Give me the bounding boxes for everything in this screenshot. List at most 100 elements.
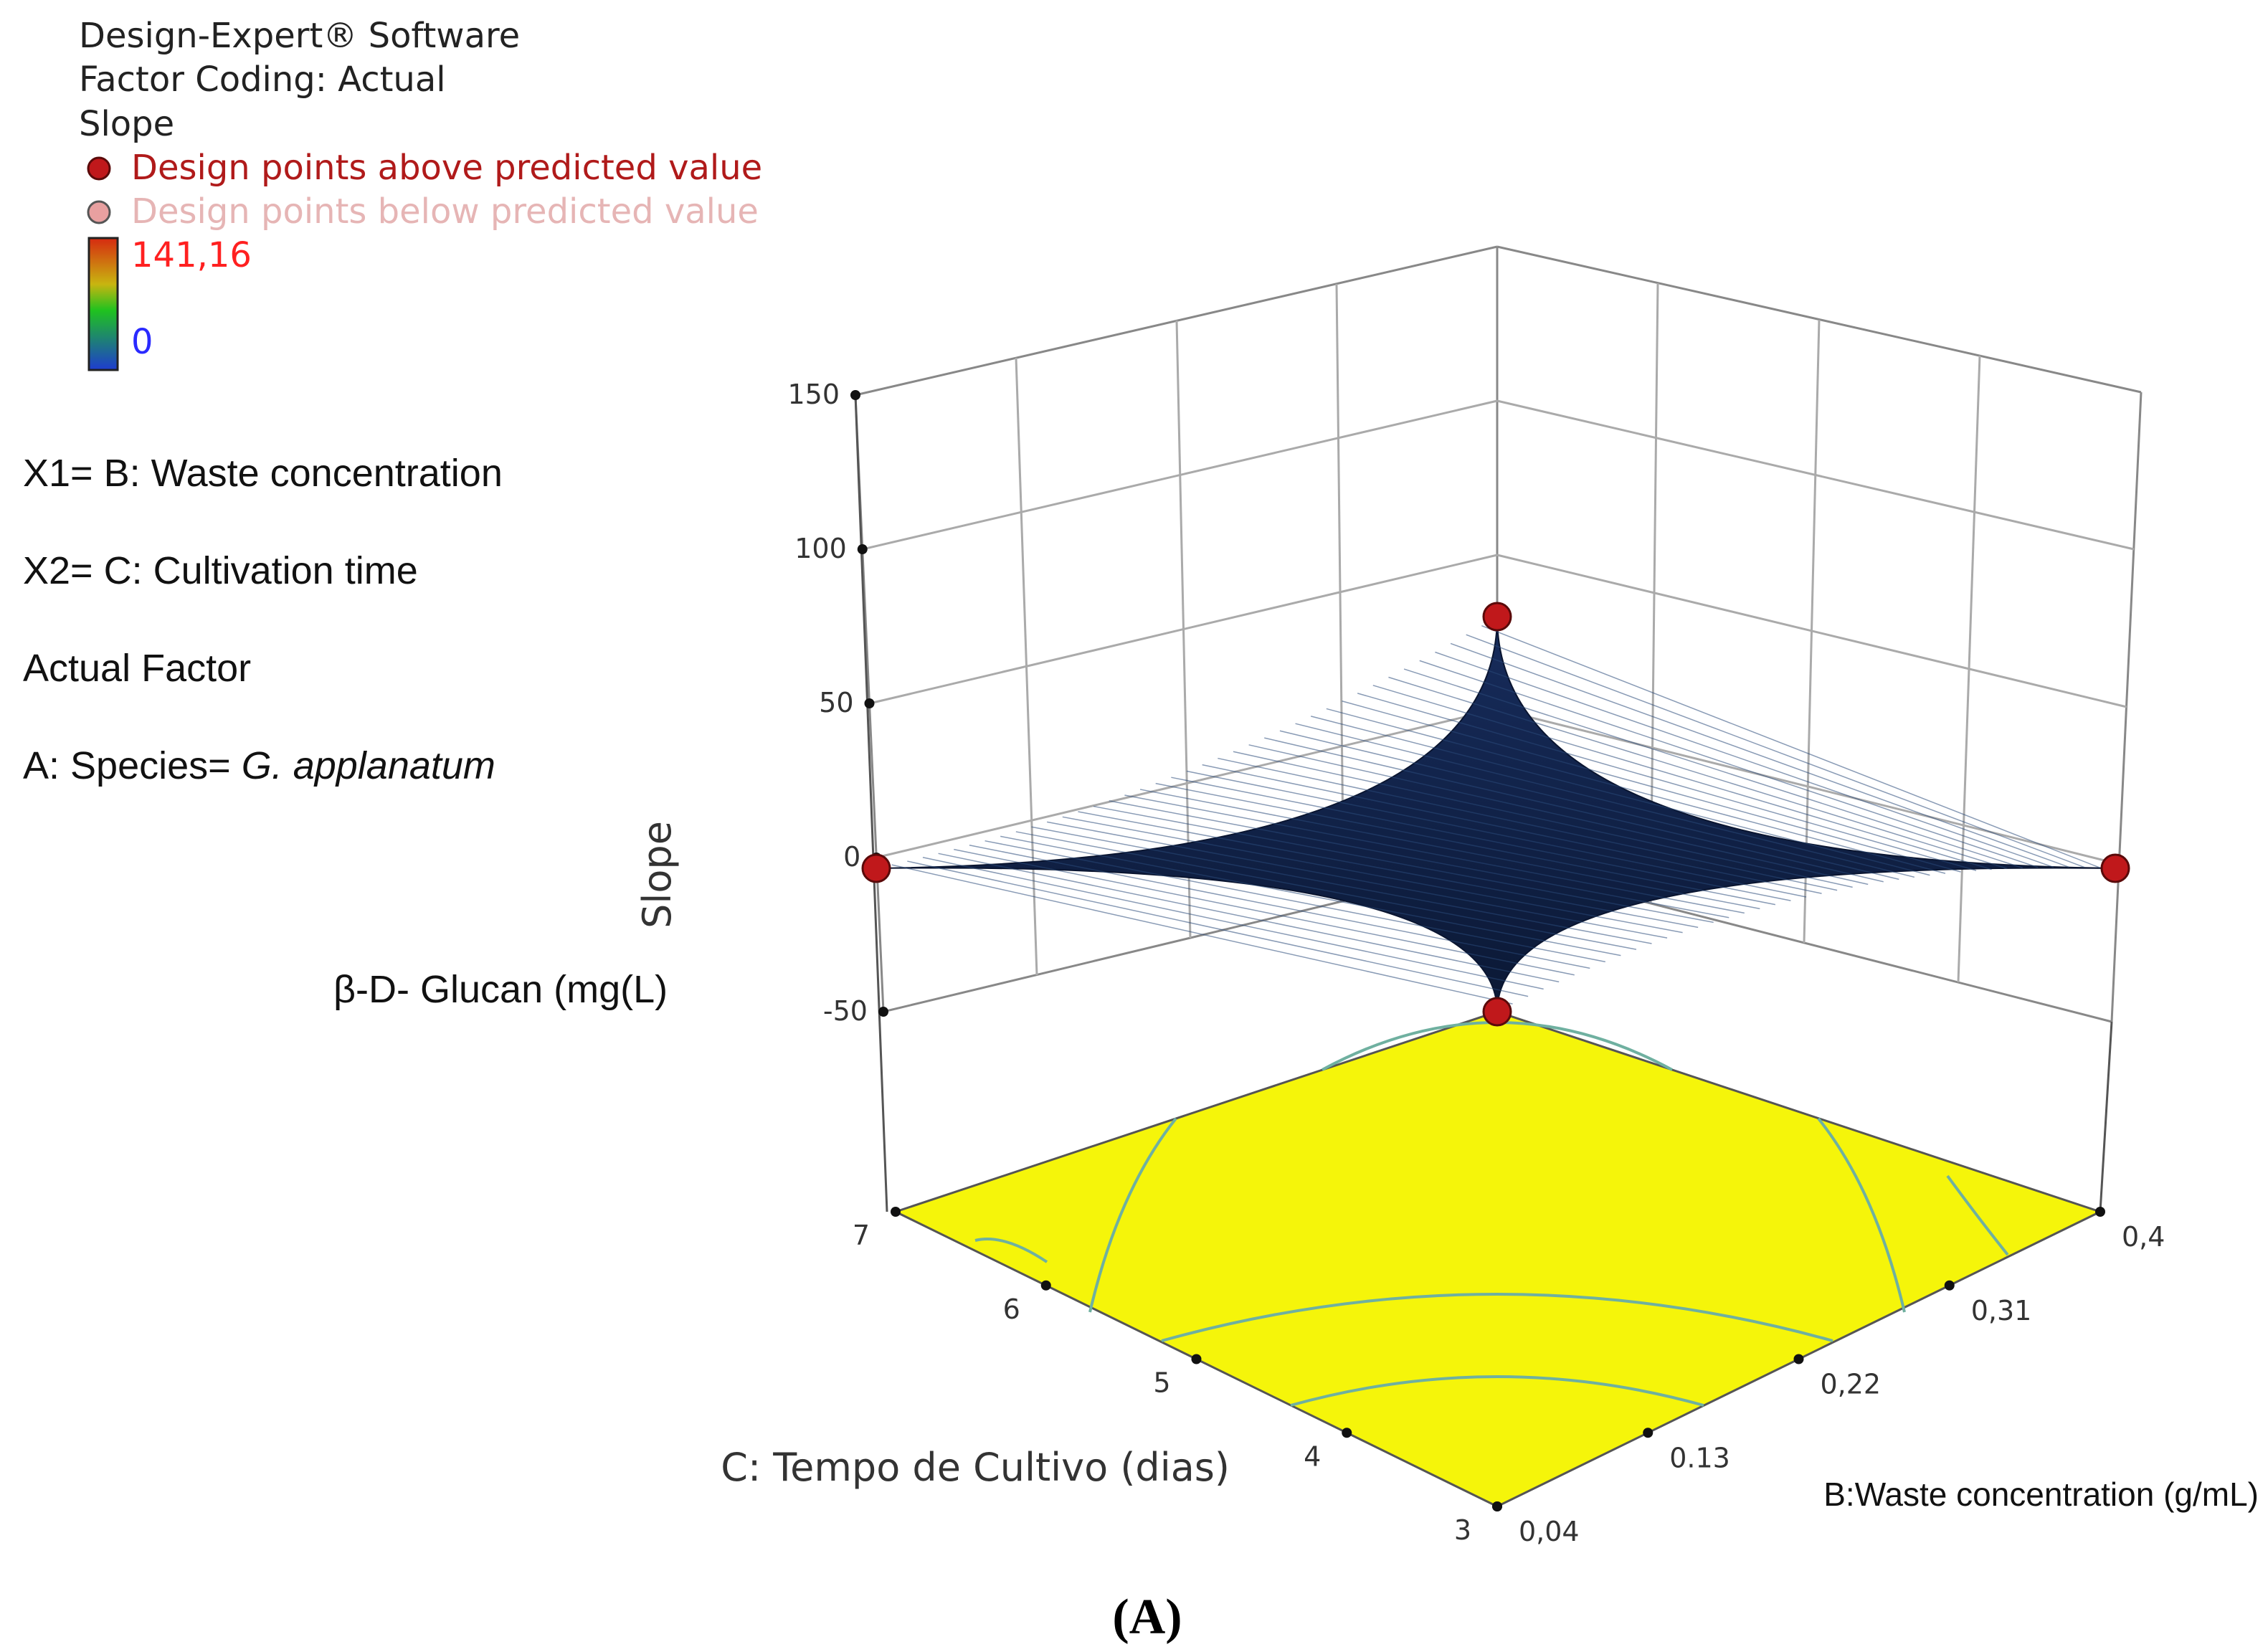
grid-line xyxy=(1015,357,1038,976)
contour-floor xyxy=(893,1010,2103,1508)
above-points-label: Design points above predicted value xyxy=(131,148,762,188)
b-tick-mark xyxy=(1944,1280,1955,1291)
surface-mesh-line xyxy=(1388,676,2008,870)
surface-mesh-line xyxy=(1186,770,1807,898)
scale-max-label: 141,16 xyxy=(131,235,252,275)
c-tick-mark xyxy=(1040,1280,1051,1291)
design-points xyxy=(861,602,2130,1027)
z-axis: 150 100 50 0 -50 Slope xyxy=(635,379,2113,1212)
z-tick-mark xyxy=(864,698,875,708)
z-tick-mark xyxy=(850,390,860,400)
below-points-label: Design points below predicted value xyxy=(131,191,759,232)
surface-mesh-line xyxy=(1171,777,1791,901)
floor-axes: 3 4 5 6 7 0,04 0.13 0,22 0,31 0,4 xyxy=(853,1207,2165,1547)
z-tick-mark xyxy=(857,544,868,554)
scale-min-label: 0 xyxy=(131,322,153,362)
surface-mesh-line xyxy=(1248,744,1869,886)
contour-line xyxy=(1817,1117,1906,1313)
c-tick-label: 4 xyxy=(1304,1440,1321,1472)
surface-mesh-line xyxy=(1326,708,1946,874)
c-tick-mark xyxy=(1342,1428,1352,1438)
below-point-icon xyxy=(87,200,111,224)
surface-mesh-line xyxy=(891,864,1513,1005)
z-axis-right-line xyxy=(2099,1021,2113,1212)
b-tick-label: 0.13 xyxy=(1669,1442,1730,1473)
factor-info: X1= B: Waste concentration X2= C: Cultiv… xyxy=(23,452,668,1011)
surface-mesh-line xyxy=(1109,800,1730,918)
surface-mesh-line xyxy=(1233,751,1853,888)
response-label: Slope xyxy=(79,104,174,144)
surface-mesh-line xyxy=(1419,660,2039,868)
species-name: G. applanatum xyxy=(242,744,495,787)
design-point xyxy=(1482,997,1512,1027)
surface-mesh-line xyxy=(1218,757,1838,891)
surface-mesh-line xyxy=(1155,782,1776,906)
surface-mesh-line xyxy=(1015,831,1637,950)
contour-line xyxy=(1088,1117,1177,1313)
x-axis-title: B:Waste concentration (g/mL) xyxy=(1823,1476,2259,1513)
grid-line xyxy=(1175,320,1192,939)
surface-mesh-line xyxy=(1202,764,1822,894)
contour-line xyxy=(1946,1174,2009,1256)
c-tick-mark xyxy=(891,1207,901,1217)
z-tick-label: 100 xyxy=(794,533,847,564)
response-surface xyxy=(876,616,2116,1012)
surface-mesh-line xyxy=(1031,826,1652,944)
surface-mesh xyxy=(876,616,2116,1012)
contour-line xyxy=(1161,1293,1833,1342)
above-point-icon xyxy=(87,156,111,181)
surface-mesh-line xyxy=(1450,642,2069,868)
species-prefix: A: Species= xyxy=(23,744,242,787)
legend: Design-Expert® Software Factor Coding: A… xyxy=(79,16,762,371)
z-tick-label: 50 xyxy=(819,687,853,718)
surface-mesh-line xyxy=(954,848,1575,976)
c-tick-mark xyxy=(1191,1354,1202,1364)
surface-mesh-line xyxy=(1264,737,1884,883)
surface-mesh-line xyxy=(1124,794,1745,914)
surface-mesh-line xyxy=(1311,716,1930,876)
surface-mesh-line xyxy=(1279,730,1899,880)
design-point xyxy=(1482,602,1512,632)
surface-mesh-line xyxy=(1139,789,1760,910)
z-axis-title: Slope xyxy=(635,821,680,929)
x2-label: X2= C: Cultivation time xyxy=(23,549,418,592)
surface-mesh-line xyxy=(1295,723,1915,878)
surface-mesh-line xyxy=(938,853,1560,983)
figure-caption: (A) xyxy=(1112,1590,1182,1645)
factor-coding-label: Factor Coding: Actual xyxy=(79,60,446,100)
actual-factor-label: Actual Factor xyxy=(23,647,251,690)
z-tick-mark xyxy=(878,1007,888,1017)
b-tick-mark xyxy=(1492,1501,1502,1511)
surface-mesh-line xyxy=(1342,701,1961,873)
color-scale-bar xyxy=(87,237,119,371)
c-tick-label: 5 xyxy=(1153,1367,1170,1399)
grid-line xyxy=(1803,319,1821,944)
b-tick-label: 0,4 xyxy=(2122,1221,2165,1253)
surface-mesh-line xyxy=(1372,685,1992,870)
surface-mesh-line xyxy=(1062,816,1683,934)
b-tick-mark xyxy=(1643,1428,1653,1438)
z-tick-label: -50 xyxy=(823,995,868,1027)
wall-top-right-edge xyxy=(1496,245,2142,394)
c-tick-label: 7 xyxy=(853,1220,870,1251)
surface-mesh-line xyxy=(1481,625,2100,868)
z-axis-line xyxy=(854,394,888,1212)
surface-mesh-line xyxy=(1403,668,2023,869)
surface-mesh-line xyxy=(969,845,1590,969)
c-tick-label: 3 xyxy=(1454,1514,1471,1546)
surface-mesh-line xyxy=(1000,835,1621,956)
design-point xyxy=(2100,853,2130,883)
b-tick-mark xyxy=(1793,1354,1804,1364)
surface-mesh-line xyxy=(907,860,1529,997)
b-tick-mark xyxy=(2095,1207,2105,1217)
y-axis-title: C: Tempo de Cultivo (dias) xyxy=(721,1445,1230,1490)
x1-label: X1= B: Waste concentration xyxy=(23,452,503,495)
species-label: A: Species= G. applanatum xyxy=(23,744,495,787)
surface-mesh-line xyxy=(922,857,1544,990)
design-point xyxy=(861,853,891,883)
grid-line xyxy=(1957,355,1981,983)
surface-mesh-line xyxy=(1435,651,2054,868)
b-tick-label: 0,04 xyxy=(1519,1516,1580,1547)
contour-line xyxy=(1290,1375,1704,1407)
